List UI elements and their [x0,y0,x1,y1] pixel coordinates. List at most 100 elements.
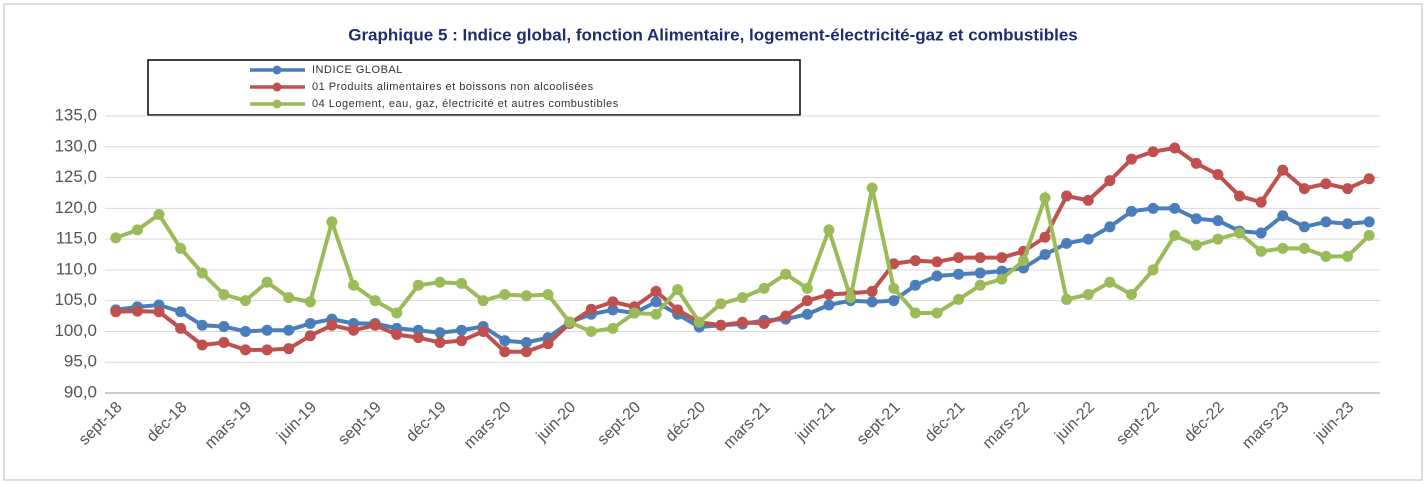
marker [974,267,986,279]
y-tick-label: 120,0 [54,198,97,217]
marker [110,232,122,244]
marker [758,282,770,294]
marker [131,305,143,317]
marker [1342,183,1354,195]
marker [1234,227,1246,239]
marker [909,279,921,291]
marker [1082,194,1094,206]
marker [283,343,295,355]
marker [196,267,208,279]
marker [1061,293,1073,305]
marker [628,307,640,319]
marker [564,316,576,328]
marker [996,265,1008,277]
marker [585,325,597,337]
marker [369,319,381,331]
marker [153,208,165,220]
marker [1125,289,1137,301]
marker [780,310,792,322]
marker [261,344,273,356]
marker [801,308,813,320]
marker [477,325,489,337]
legend-marker [272,99,282,109]
marker [153,306,165,318]
marker [1104,175,1116,187]
marker [931,256,943,268]
marker [1212,233,1224,245]
marker [931,270,943,282]
y-tick-label: 90,0 [64,382,97,401]
marker [974,279,986,291]
marker [434,276,446,288]
marker [1190,157,1202,169]
marker [175,322,187,334]
marker [1061,190,1073,202]
marker [1363,216,1375,228]
marker [131,224,143,236]
marker [931,307,943,319]
marker [239,295,251,307]
marker [953,293,965,305]
marker [391,307,403,319]
marker [909,307,921,319]
legend-label: INDICE GLOBAL [312,64,403,76]
marker [1277,210,1289,222]
legend-label: 04 Logement, eau, gaz, électricité et au… [312,98,619,110]
marker [520,337,532,349]
marker [326,319,338,331]
y-tick-label: 115,0 [56,229,97,248]
y-tick-label: 135,0 [54,105,97,124]
marker [1363,229,1375,241]
marker [348,279,360,291]
marker [1255,245,1267,257]
marker [326,216,338,228]
marker [1169,202,1181,214]
marker [953,268,965,280]
marker [239,325,251,337]
marker [607,304,619,316]
marker [520,346,532,358]
marker [499,346,511,358]
marker [758,317,770,329]
marker [1342,250,1354,262]
marker [499,289,511,301]
y-tick-label: 95,0 [64,352,97,371]
marker [477,295,489,307]
marker [823,299,835,311]
marker [196,319,208,331]
marker [823,289,835,301]
marker [1017,255,1029,267]
marker [888,295,900,307]
marker [715,319,727,331]
marker [1147,146,1159,158]
marker [218,289,230,301]
marker [110,306,122,318]
y-tick-label: 130,0 [54,136,97,155]
marker [737,292,748,304]
marker [823,224,835,236]
marker [1298,242,1310,254]
legend-label: 01 Produits alimentaires et boissons non… [312,81,594,93]
y-tick-label: 110,0 [56,259,97,278]
marker [304,296,316,308]
marker [672,304,684,316]
marker [391,329,403,341]
marker [520,290,532,302]
marker [1125,153,1137,165]
marker [1039,249,1051,260]
marker [1147,202,1159,214]
marker [607,296,619,308]
marker [650,285,662,297]
marker [693,316,705,328]
marker [1169,142,1181,154]
marker [1342,218,1354,230]
marker [1169,229,1181,241]
marker [607,322,619,334]
marker [1190,213,1202,225]
marker [348,324,360,336]
marker [650,296,662,308]
marker [1104,221,1116,233]
marker [866,296,878,308]
legend-marker [272,65,282,75]
